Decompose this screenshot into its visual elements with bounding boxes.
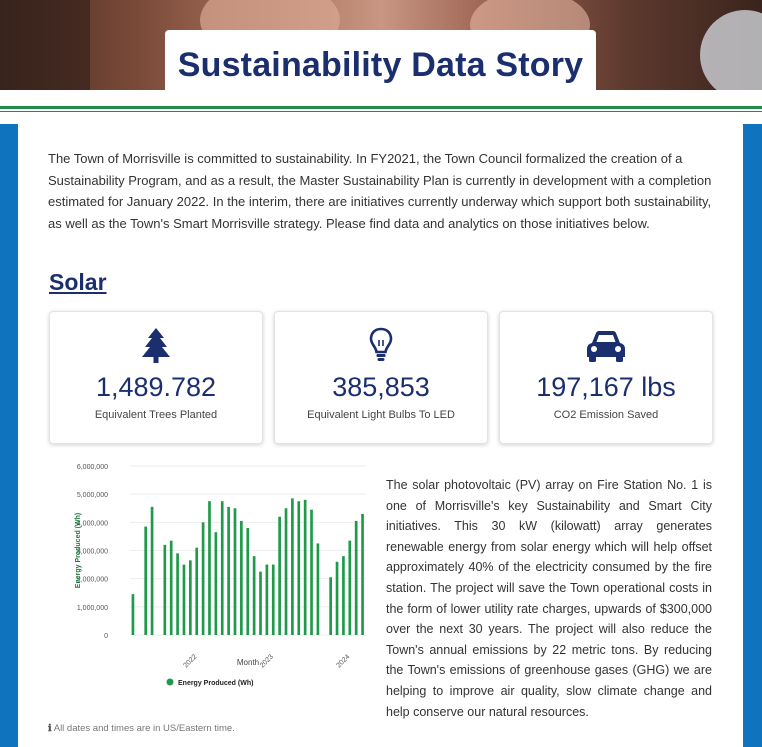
stat-label: Equivalent Trees Planted — [94, 409, 218, 421]
info-icon: ℹ — [48, 723, 52, 734]
chart-bar — [342, 556, 345, 635]
chart-bar — [131, 594, 135, 635]
x-tick-label: 2023 — [259, 653, 275, 669]
stat-card-trees: 1,489.782 Equivalent Trees Planted — [49, 311, 263, 444]
chart-bar — [348, 540, 352, 635]
solar-description: The solar photovoltaic (PV) array on Fir… — [386, 478, 712, 719]
divider-band — [0, 90, 762, 124]
chart-bar — [208, 501, 211, 635]
chart-bar — [259, 571, 262, 635]
y-axis-title: Energy Produced (Wh) — [75, 513, 82, 588]
chart-bar — [240, 520, 243, 635]
solar-heading[interactable]: Solar — [49, 269, 107, 295]
title-box: Sustainability Data Story — [165, 30, 596, 98]
tree-icon — [50, 326, 262, 366]
light-bulb-icon — [275, 326, 487, 366]
y-tick-label: 5,000,000 — [77, 492, 108, 499]
car-icon — [500, 326, 712, 366]
footnote: ℹ All dates and times are in US/Eastern … — [48, 723, 235, 734]
y-tick-label: 1,000,000 — [77, 605, 108, 612]
content-panel: The Town of Morrisville is committed to … — [18, 124, 743, 747]
chart-bar — [271, 564, 275, 635]
stat-card-co2: 197,167 lbs CO2 Emission Saved — [499, 311, 713, 444]
chart-bar — [189, 560, 192, 635]
chart-bar — [246, 527, 250, 635]
chart-bar — [354, 520, 358, 635]
energy-chart: 0 1,000,000 2,000,000 3,000,000 4,000,000 5,0… — [48, 454, 368, 704]
y-tick-label: 3,000,000 — [77, 549, 108, 556]
chart-bar — [144, 526, 148, 635]
chart-bar — [310, 509, 313, 635]
chart-bar — [329, 577, 333, 635]
stat-label: CO2 Emission Saved — [553, 409, 659, 421]
footnote-text: All dates and times are in US/Eastern ti… — [53, 723, 235, 734]
chart-bar — [303, 499, 307, 635]
x-axis-title: Month — [237, 658, 259, 667]
chart-bar — [233, 508, 237, 635]
y-tick-label: 0 — [104, 633, 108, 640]
chart-bar — [201, 522, 205, 635]
stat-value: 385,853 — [332, 372, 430, 402]
chart-bar — [150, 506, 154, 635]
y-tick-label: 6,000,000 — [77, 464, 108, 471]
hero-image — [0, 0, 762, 90]
chart-bar — [176, 553, 179, 635]
chart-bar — [195, 547, 199, 635]
chart-bar — [220, 501, 224, 635]
chart-bar — [316, 543, 320, 635]
chart-bar — [214, 532, 218, 635]
chart-bar — [169, 540, 173, 635]
chart-bar — [361, 513, 364, 635]
chart-bar — [297, 501, 301, 635]
legend-label: Energy Produced (Wh) — [178, 680, 253, 687]
intro-paragraph: The Town of Morrisville is committed to … — [48, 151, 712, 231]
chart-bar — [291, 498, 294, 635]
hero-highlight — [700, 10, 762, 90]
chart-bar — [227, 506, 230, 635]
hero-shadow — [0, 0, 90, 90]
stat-value: 197,167 lbs — [536, 372, 676, 402]
divider-line — [0, 111, 762, 112]
divider-line — [0, 106, 762, 109]
x-tick-label: 2022 — [182, 653, 198, 669]
chart-bar — [335, 561, 339, 635]
chart-bar — [182, 564, 186, 635]
x-tick-label: 2024 — [336, 653, 352, 669]
chart-bar — [284, 508, 288, 635]
chart-bar — [163, 544, 167, 635]
y-tick-label: 4,000,000 — [77, 520, 108, 527]
stat-card-bulbs: 385,853 Equivalent Light Bulbs To LED — [274, 311, 488, 444]
chart-bar — [252, 556, 256, 635]
page-title: Sustainability Data Story — [177, 46, 584, 84]
legend-swatch — [166, 678, 174, 686]
chart-bar — [278, 516, 281, 635]
y-tick-label: 2,000,000 — [77, 577, 108, 584]
stat-value: 1,489.782 — [95, 372, 217, 402]
energy-chart-svg: 0 1,000,000 2,000,000 3,000,000 4,000,000 5,0… — [75, 464, 366, 687]
chart-bar — [265, 564, 269, 635]
stat-label: Equivalent Light Bulbs To LED — [307, 409, 455, 421]
